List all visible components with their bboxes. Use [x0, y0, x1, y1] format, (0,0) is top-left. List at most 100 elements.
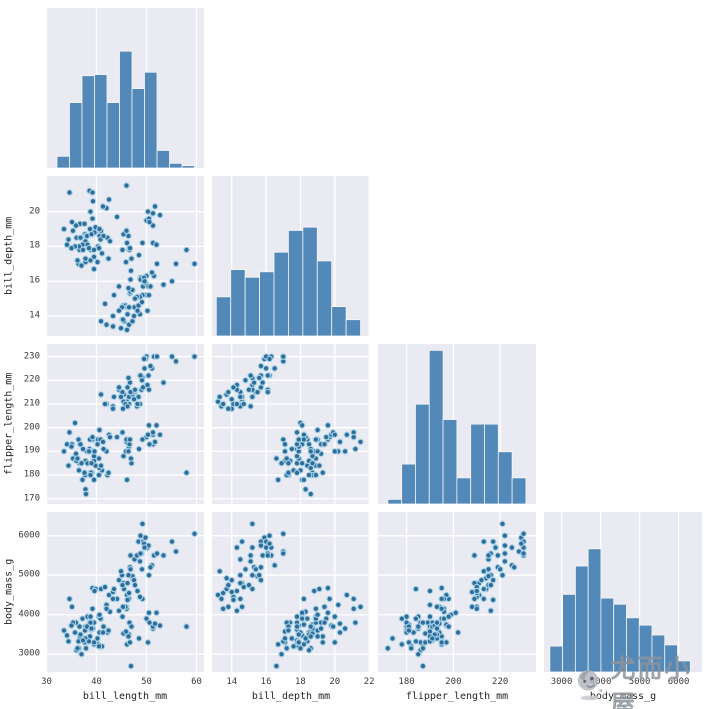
- scatter-point: [262, 544, 270, 551]
- scatter-point: [156, 431, 164, 439]
- scatter-point: [98, 250, 106, 257]
- scatter-point: [316, 462, 323, 469]
- scatter-point: [119, 581, 126, 589]
- scatter-point: [168, 538, 176, 545]
- scatter-point: [97, 391, 105, 398]
- scatter-point: [242, 377, 249, 384]
- scatter-point: [310, 587, 318, 595]
- scatter-point: [305, 647, 313, 654]
- y-tick-label: 20: [29, 206, 40, 217]
- scatter-point: [125, 589, 133, 597]
- scatter-point: [137, 550, 144, 557]
- scatter-point: [124, 596, 131, 604]
- scatter-point: [300, 641, 308, 648]
- scatter-point: [122, 628, 130, 635]
- scatter-point: [115, 607, 123, 615]
- scatter-point: [172, 548, 180, 555]
- scatter-point: [489, 538, 497, 545]
- scatter-point: [295, 639, 302, 646]
- scatter-point: [141, 544, 148, 551]
- scatter-point: [438, 584, 445, 592]
- hist-bar: [131, 88, 145, 168]
- scatter-point: [101, 583, 109, 591]
- x-tick-label: 50: [141, 677, 152, 687]
- x-tick-label: 4000: [589, 677, 612, 687]
- scatter-point: [95, 471, 103, 479]
- scatter-point: [219, 400, 227, 408]
- scatter-point: [153, 422, 160, 429]
- scatter-point: [426, 601, 434, 609]
- hist-bar: [456, 477, 472, 504]
- scatter-point: [293, 469, 301, 476]
- scatter-point: [249, 571, 256, 579]
- scatter-point: [520, 550, 527, 557]
- scatter-point: [94, 635, 101, 642]
- scatter-point: [336, 438, 344, 446]
- hist-bar: [562, 593, 576, 672]
- scatter-point: [90, 476, 98, 484]
- scatter-point: [109, 405, 117, 412]
- scatter-point: [89, 197, 97, 205]
- scatter-point: [352, 619, 359, 626]
- scatter-point: [90, 265, 98, 273]
- scatter-point: [151, 203, 159, 210]
- scatter-point: [307, 633, 315, 640]
- scatter-point: [119, 613, 126, 620]
- scatter-point: [257, 384, 265, 391]
- scatter-point: [142, 534, 149, 541]
- scatter-point: [168, 277, 176, 285]
- scatter-point: [87, 613, 94, 620]
- scatter-point: [266, 532, 273, 539]
- scatter-point: [257, 362, 265, 370]
- scatter-point: [316, 585, 323, 593]
- scatter-point: [78, 650, 85, 658]
- scatter-point: [398, 641, 406, 648]
- scatter-point: [127, 276, 134, 283]
- scatter-point: [71, 629, 79, 636]
- scatter-point: [160, 281, 167, 288]
- watermark-text: 尤而小屋: [610, 654, 692, 709]
- scatter-point: [124, 384, 131, 391]
- scatter-point: [65, 638, 72, 645]
- scatter-point: [273, 662, 280, 670]
- scatter-point: [82, 645, 90, 652]
- scatter-point: [117, 324, 125, 332]
- scatter-point: [68, 603, 76, 611]
- x-axis-label-body_mass_g: body_mass_g: [589, 691, 657, 702]
- scatter-point: [237, 595, 244, 603]
- scatter-point: [156, 211, 164, 219]
- scatter-point: [88, 625, 95, 632]
- scatter-point: [247, 558, 254, 565]
- scatter-point: [249, 520, 256, 528]
- scatter-point: [68, 244, 75, 252]
- hist-bar: [215, 296, 232, 336]
- scatter-point: [271, 562, 278, 569]
- scatter-point: [257, 564, 265, 571]
- scatter-point: [91, 587, 98, 595]
- scatter-point: [454, 629, 462, 636]
- scatter-point: [85, 638, 93, 645]
- scatter-point: [69, 227, 77, 235]
- scatter-point: [499, 520, 506, 528]
- hist-bar: [69, 102, 83, 168]
- scatter-point: [480, 595, 488, 603]
- scatter-point: [153, 353, 161, 360]
- hist-bar: [387, 498, 403, 504]
- scatter-point: [134, 400, 141, 408]
- scatter-point: [300, 476, 308, 484]
- scatter-point: [331, 448, 339, 455]
- scatter-point: [153, 260, 161, 268]
- hist-bar: [415, 403, 430, 504]
- scatter-point: [312, 436, 320, 443]
- scatter-panel-body_mass_g-vs-bill_length_mm: [46, 512, 204, 672]
- scatter-point: [94, 441, 101, 448]
- hist-bar: [156, 150, 170, 168]
- mascot-avatar-icon: [577, 670, 605, 701]
- scatter-point: [274, 476, 282, 484]
- scatter-point: [304, 615, 311, 622]
- scatter-point: [280, 530, 287, 537]
- hist-bar: [181, 165, 195, 168]
- scatter-point: [138, 298, 146, 306]
- scatter-point: [334, 601, 342, 609]
